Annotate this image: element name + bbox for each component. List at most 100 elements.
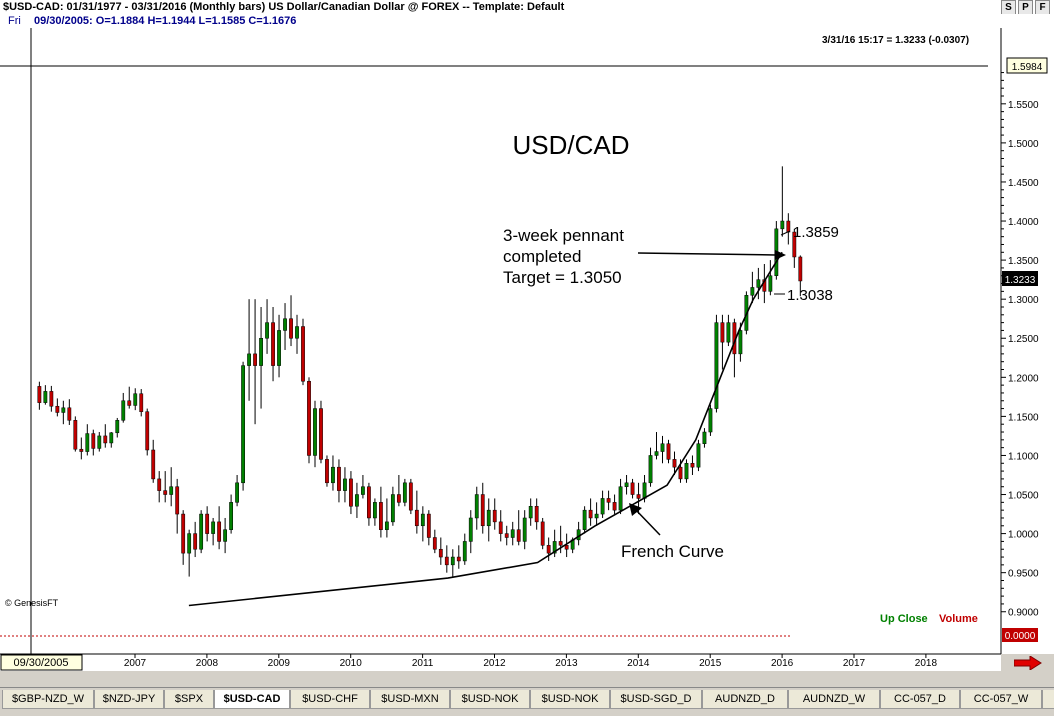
candle-body [121,400,126,421]
candle-body [432,537,437,550]
candle-body [534,506,539,523]
y-tick-label: 1.1000 [1008,451,1039,462]
symbol-tab-bar: $GBP-NZD_W $NZD-JPY $SPX $USD-CAD $USD-CHF $U… [0,687,1054,716]
symbol-tab[interactable]: $USD-NOK [450,690,530,709]
candle-body [61,407,66,413]
high-label: 1.3859 [793,224,839,241]
symbol-tab[interactable]: $USD-CAD [214,690,290,709]
candles [37,166,803,577]
x-tick-label: 2017 [843,658,866,669]
candle-body [253,353,257,366]
candle-body [540,521,545,546]
current-price-label: 1.3233 [1005,275,1036,286]
window-title: $USD-CAD: 01/31/1977 - 03/31/2016 (Month… [3,1,565,13]
candle-body [588,509,593,519]
candle-body [726,322,731,343]
symbol-tab[interactable]: $SPX [164,690,214,709]
pennant-arrow-line [637,252,777,256]
candle-body [133,393,138,406]
candle-body [786,220,791,233]
candle-body [528,506,533,519]
y-tick-label: 1.2000 [1008,373,1039,384]
candle-body [109,432,114,444]
candle-body [151,449,156,480]
candle-body [546,545,551,554]
candle-body [91,433,96,449]
symbol-tab[interactable]: AUDNZD_D [702,690,788,709]
candle-body [648,455,653,484]
candle-body [181,513,186,554]
candle-body [139,393,144,412]
candle-body [319,408,323,460]
price-chart[interactable]: 2007 2008 2009 2010 2011 2012 2013 2014 2015 2016… [0,0,1054,687]
candle-body [438,548,443,558]
candle-body [115,420,120,434]
candle-body [343,478,347,491]
symbol-tab[interactable]: AUDNZD_W [788,690,880,709]
candle-body [235,482,239,503]
candle-body [696,443,701,468]
candle-body [660,443,665,452]
candle-body [79,448,84,452]
candle-body [738,330,743,355]
candle-body [480,494,485,527]
pennant-arrow-head [775,250,786,260]
candle-body [85,433,90,452]
zero-price-label: 0.0000 [1005,631,1036,642]
candle-body [750,287,755,296]
candle-body [474,494,479,519]
symbol-tab[interactable]: CC-057_D [880,690,960,709]
symbol-tab[interactable]: $NZD-JPY [94,690,164,709]
candle-body [582,509,587,530]
symbol-tab[interactable]: C [1042,690,1054,709]
x-tick-label: 2013 [555,658,578,669]
symbol-tab[interactable]: $GBP-NZD_W [2,690,94,709]
candle-body [241,365,245,484]
candle-body [498,521,503,534]
candle-body [313,408,317,456]
symbol-tab[interactable]: $USD-NOK [530,690,610,709]
y-tick-label: 1.2500 [1008,334,1039,345]
candle-body [37,386,42,403]
candle-body [792,231,797,258]
candle-body [756,279,761,288]
french-curve-line [188,251,783,607]
candle-body [408,482,413,511]
y-tick-label: 1.4000 [1008,217,1039,228]
y-tick-label: 1.5500 [1008,100,1039,111]
cursor-date-label: 09/30/2005 [13,657,68,669]
candle-body [331,466,335,484]
candle-body [73,420,78,450]
s-button[interactable]: S [1001,0,1016,15]
symbol-tab[interactable]: CC-057_W [960,690,1042,709]
french-curve-arrow [633,507,661,536]
candle-body [402,482,407,503]
candle-body [420,513,425,527]
cursor-ohlc: 09/30/2005: O=1.1884 H=1.1944 L=1.1585 C… [34,15,297,27]
x-tick-label: 2008 [196,658,219,669]
symbol-tab[interactable]: $USD-SGD_D [610,690,702,709]
symbol-tab[interactable]: $USD-CHF [290,690,370,709]
legend-volume: Volume [939,613,978,625]
y-tick-label: 1.3500 [1008,256,1039,267]
candle-body [55,405,60,413]
candle-body [265,322,269,339]
candle-body [702,431,707,444]
candle-body [552,541,557,554]
cursor-day: Fri [8,15,21,27]
low-label: 1.3038 [787,287,833,304]
info-bar: Fri 09/30/2005: O=1.1884 H=1.1944 L=1.15… [0,14,1054,28]
symbol-tab[interactable]: $USD-MXN [370,690,450,709]
candle-body [157,478,162,491]
zero-price-box [1002,628,1038,642]
candle-body [277,330,281,366]
candle-body [612,502,617,511]
chart-title: USD/CAD [512,130,629,160]
candle-body [49,391,54,407]
candle-body [247,353,251,366]
x-tick-label: 2011 [412,658,434,669]
candle-body [349,478,353,507]
candle-body [259,337,263,366]
candle-body [558,541,563,546]
scroll-right-arrow-icon[interactable] [1014,656,1042,670]
